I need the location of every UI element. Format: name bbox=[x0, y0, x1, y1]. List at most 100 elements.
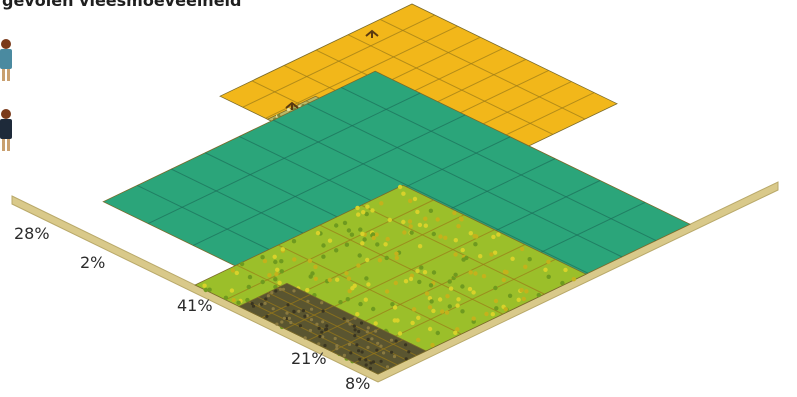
texture-dot bbox=[315, 230, 321, 236]
texture-dot bbox=[360, 241, 365, 246]
texture-dot bbox=[409, 230, 414, 235]
texture-dot bbox=[407, 350, 411, 354]
texture-dot bbox=[368, 366, 373, 370]
texture-dot bbox=[430, 342, 435, 348]
texture-dot bbox=[382, 351, 386, 355]
texture-dot bbox=[350, 286, 355, 291]
texture-dot bbox=[353, 316, 357, 320]
texture-dot bbox=[448, 286, 454, 291]
texture-dot bbox=[265, 314, 269, 318]
texture-dot bbox=[468, 231, 473, 236]
texture-dot bbox=[385, 365, 390, 369]
texture-dot bbox=[207, 287, 212, 292]
texture-dot bbox=[285, 311, 289, 315]
texture-dot bbox=[263, 301, 267, 305]
texture-dot bbox=[395, 318, 400, 323]
texture-dot bbox=[272, 254, 277, 259]
texture-dot bbox=[453, 272, 458, 277]
texture-dot bbox=[313, 276, 318, 281]
person-head bbox=[1, 39, 11, 49]
diagram-title: gevolen vleesmoeveelheid bbox=[2, 0, 242, 10]
texture-dot bbox=[523, 264, 528, 269]
texture-dot bbox=[403, 279, 409, 284]
texture-dot bbox=[321, 320, 325, 324]
texture-dot bbox=[260, 255, 265, 260]
texture-dot bbox=[453, 238, 458, 243]
texture-dot bbox=[250, 302, 254, 306]
texture-dot bbox=[392, 354, 397, 359]
texture-dot bbox=[277, 280, 282, 285]
texture-dot bbox=[424, 291, 430, 296]
texture-dot bbox=[344, 271, 349, 276]
grid-line bbox=[257, 296, 398, 366]
texture-dot bbox=[379, 359, 383, 363]
texture-dot bbox=[455, 303, 460, 308]
texture-dot bbox=[358, 301, 363, 307]
texture-dot bbox=[460, 247, 465, 253]
texture-dot bbox=[423, 216, 428, 221]
texture-dot bbox=[417, 244, 423, 249]
texture-dot bbox=[280, 247, 285, 252]
person-body bbox=[0, 119, 12, 139]
texture-dot bbox=[357, 329, 361, 334]
person-icon bbox=[0, 39, 12, 81]
texture-dot bbox=[359, 321, 364, 325]
texture-dot bbox=[481, 274, 487, 279]
grid-line bbox=[273, 119, 589, 274]
texture-dot bbox=[360, 350, 364, 354]
grid-line bbox=[248, 301, 388, 370]
texture-dot bbox=[387, 217, 392, 223]
field-segments bbox=[102, 3, 691, 375]
texture-dot bbox=[394, 251, 399, 256]
texture-dot bbox=[379, 201, 384, 206]
texture-dot bbox=[346, 276, 352, 281]
texture-dot bbox=[417, 279, 422, 285]
texture-dot bbox=[305, 287, 310, 293]
texture-dot bbox=[402, 230, 407, 235]
texture-dot bbox=[363, 297, 368, 302]
texture-dot bbox=[460, 284, 465, 289]
texture-dot bbox=[245, 297, 250, 303]
texture-dot bbox=[347, 289, 352, 294]
texture-dot bbox=[202, 283, 207, 288]
texture-dot bbox=[419, 265, 424, 270]
texture-dot bbox=[355, 312, 360, 317]
texture-dot bbox=[472, 233, 477, 239]
texture-dot bbox=[435, 330, 440, 336]
texture-dot bbox=[303, 314, 307, 318]
texture-dot bbox=[333, 336, 337, 341]
texture-dot bbox=[460, 309, 465, 314]
texture-dot bbox=[317, 342, 321, 346]
texture-dot bbox=[292, 289, 296, 293]
texture-dot bbox=[478, 254, 483, 259]
texture-dot bbox=[335, 347, 339, 351]
segment-label-mixed: 2% bbox=[80, 253, 106, 272]
texture-dot bbox=[273, 277, 278, 282]
texture-dot bbox=[239, 261, 245, 267]
texture-dot bbox=[370, 232, 376, 237]
grid-line bbox=[354, 339, 404, 364]
texture-dot bbox=[422, 270, 428, 275]
texture-dot bbox=[364, 276, 369, 281]
texture-dot bbox=[321, 243, 326, 248]
texture-dot bbox=[516, 297, 521, 302]
texture-dot bbox=[310, 307, 314, 311]
texture-dot bbox=[423, 223, 428, 228]
texture-dot bbox=[346, 319, 350, 323]
texture-dot bbox=[371, 360, 376, 364]
texture-dot bbox=[287, 316, 291, 320]
texture-dot bbox=[377, 258, 383, 263]
texture-dot bbox=[373, 321, 378, 326]
texture-dot bbox=[324, 328, 328, 332]
texture-dot bbox=[384, 289, 390, 294]
texture-dot bbox=[270, 291, 274, 295]
texture-dot bbox=[286, 108, 291, 112]
person-leg bbox=[2, 69, 5, 81]
texture-dot bbox=[471, 316, 476, 321]
texture-dot bbox=[349, 232, 355, 237]
texture-dot bbox=[379, 344, 383, 348]
texture-dot bbox=[383, 242, 388, 247]
texture-dot bbox=[385, 236, 390, 242]
texture-dot bbox=[271, 307, 275, 311]
